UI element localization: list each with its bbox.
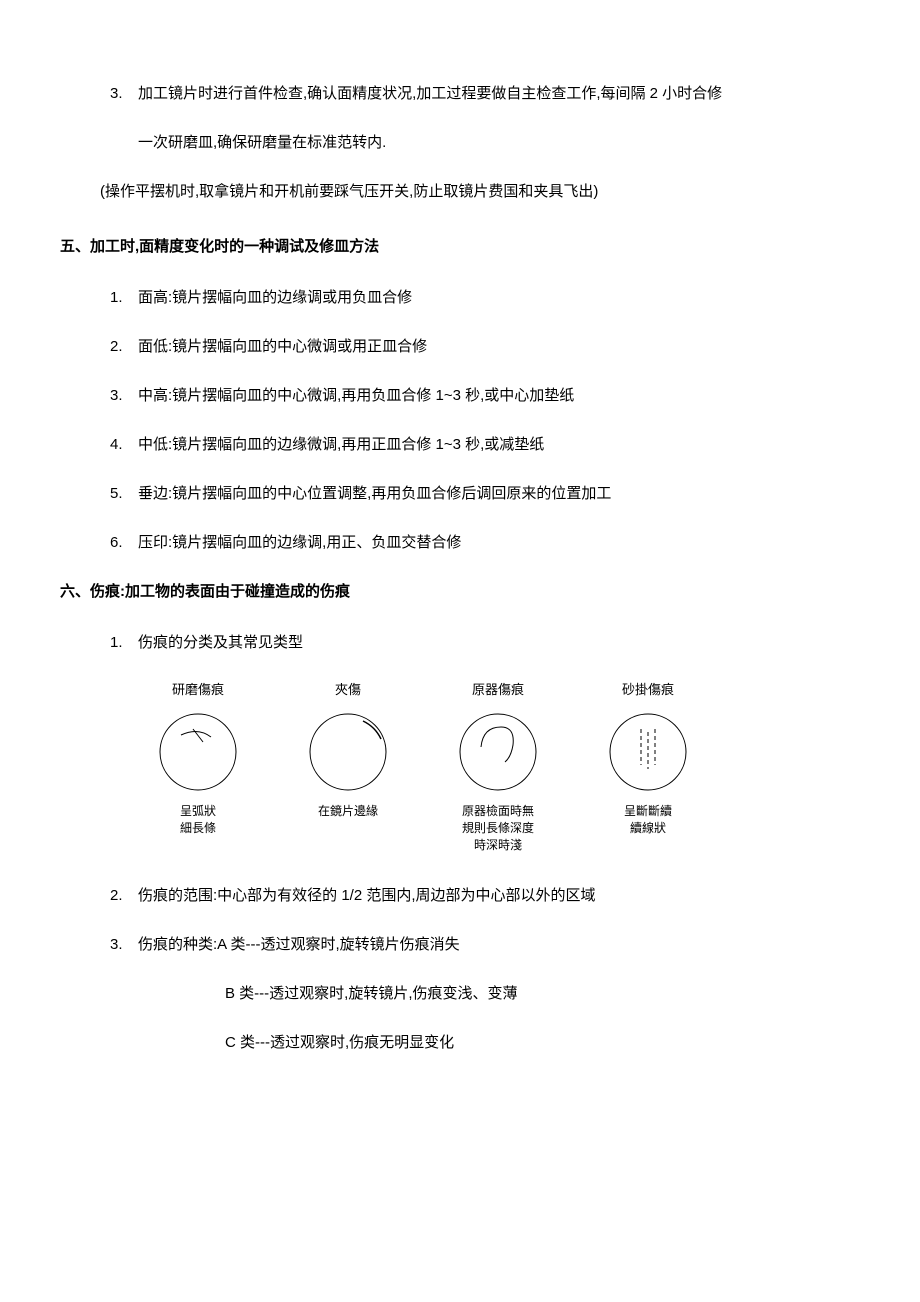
- sec6-item-2: 2. 伤痕的范围:中心部为有效径的 1/2 范围内,周边部为中心部以外的区域: [110, 882, 860, 909]
- list-number: 5.: [110, 480, 132, 507]
- diagram-label-bottom: 原器檢面時無 規則長條深度 時深時淺: [462, 803, 534, 853]
- list-number: 3.: [110, 382, 132, 409]
- sec6-item-3-type-b: B 类---透过观察时,旋转镜片,伤痕变浅、变薄: [225, 980, 860, 1007]
- list-number: 6.: [110, 529, 132, 556]
- diagram-label-top: 研磨傷痕: [172, 678, 224, 701]
- sec6-item-3: 3. 伤痕的种类:A 类---透过观察时,旋转镜片伤痕消失: [110, 931, 860, 958]
- list-text: 中低:镜片摆幅向皿的边缘微调,再用正皿合修 1~3 秒,或减垫纸: [138, 431, 544, 458]
- diagram-grinding-scratch: 研磨傷痕 呈弧狀 細長條: [138, 678, 258, 854]
- sec5-item-4: 4. 中低:镜片摆幅向皿的边缘微调,再用正皿合修 1~3 秒,或减垫纸: [110, 431, 860, 458]
- diagram-label-top: 砂掛傷痕: [622, 678, 674, 701]
- list-number: 1.: [110, 284, 132, 311]
- section-6-heading: 六、伤痕:加工物的表面由于碰撞造成的伤痕: [60, 578, 860, 605]
- list-text: 面高:镜片摆幅向皿的边缘调或用负皿合修: [138, 284, 412, 311]
- diagram-clamp-damage: 夾傷 在鏡片邊緣: [288, 678, 408, 854]
- prev-section-item-3-cont: 一次研磨皿,确保研磨量在标准范转内.: [138, 129, 860, 156]
- sec5-item-3: 3. 中高:镜片摆幅向皿的中心微调,再用负皿合修 1~3 秒,或中心加垫纸: [110, 382, 860, 409]
- sec5-item-2: 2. 面低:镜片摆幅向皿的中心微调或用正皿合修: [110, 333, 860, 360]
- list-number: 4.: [110, 431, 132, 458]
- list-number: 1.: [110, 629, 132, 656]
- list-text: 压印:镜片摆幅向皿的边缘调,用正、负皿交替合修: [138, 529, 461, 556]
- list-text: 面低:镜片摆幅向皿的中心微调或用正皿合修: [138, 333, 427, 360]
- list-text: 中高:镜片摆幅向皿的中心微调,再用负皿合修 1~3 秒,或中心加垫纸: [138, 382, 574, 409]
- section-5-heading: 五、加工时,面精度变化时的一种调试及修皿方法: [60, 233, 860, 260]
- clamp-damage-icon: [303, 707, 393, 797]
- diagram-label-top: 原器傷痕: [472, 678, 524, 701]
- sec6-item-1: 1. 伤痕的分类及其常见类型: [110, 629, 860, 656]
- list-number: 2.: [110, 333, 132, 360]
- sec5-item-5: 5. 垂边:镜片摆幅向皿的中心位置调整,再用负皿合修后调回原来的位置加工: [110, 480, 860, 507]
- diagram-sand-scratch: 砂掛傷痕 呈斷斷續 續線狀: [588, 678, 708, 854]
- sec5-item-6: 6. 压印:镜片摆幅向皿的边缘调,用正、负皿交替合修: [110, 529, 860, 556]
- diagram-tool-scratch: 原器傷痕 原器檢面時無 規則長條深度 時深時淺: [438, 678, 558, 854]
- diagram-label-bottom: 在鏡片邊緣: [318, 803, 378, 820]
- diagram-label-bottom: 呈弧狀 細長條: [180, 803, 216, 837]
- sec6-item-3-type-c: C 类---透过观察时,伤痕无明显变化: [225, 1029, 860, 1056]
- list-text: 伤痕的范围:中心部为有效径的 1/2 范围内,周边部为中心部以外的区域: [138, 882, 596, 909]
- prev-section-paren-note: (操作平摆机时,取拿镜片和开机前要踩气压开关,防止取镜片费国和夹具飞出): [100, 178, 860, 205]
- tool-scratch-icon: [453, 707, 543, 797]
- grinding-scratch-icon: [153, 707, 243, 797]
- list-number: 3.: [110, 80, 132, 107]
- list-text: 伤痕的种类:A 类---透过观察时,旋转镜片伤痕消失: [138, 931, 460, 958]
- sec5-item-1: 1. 面高:镜片摆幅向皿的边缘调或用负皿合修: [110, 284, 860, 311]
- scratch-type-diagrams: 研磨傷痕 呈弧狀 細長條 夾傷 在鏡片邊緣 原器傷痕 原器檢面時無 規則長條深度…: [138, 678, 860, 854]
- sand-scratch-icon: [603, 707, 693, 797]
- diagram-label-top: 夾傷: [335, 678, 361, 701]
- diagram-label-bottom: 呈斷斷續 續線狀: [624, 803, 672, 837]
- list-text: 垂边:镜片摆幅向皿的中心位置调整,再用负皿合修后调回原来的位置加工: [138, 480, 611, 507]
- list-number: 2.: [110, 882, 132, 909]
- prev-section-item-3: 3. 加工镜片时进行首件检查,确认面精度状况,加工过程要做自主检查工作,每间隔 …: [110, 80, 860, 107]
- list-text: 加工镜片时进行首件检查,确认面精度状况,加工过程要做自主检查工作,每间隔 2 小…: [138, 80, 722, 107]
- list-number: 3.: [110, 931, 132, 958]
- list-text: 伤痕的分类及其常见类型: [138, 629, 303, 656]
